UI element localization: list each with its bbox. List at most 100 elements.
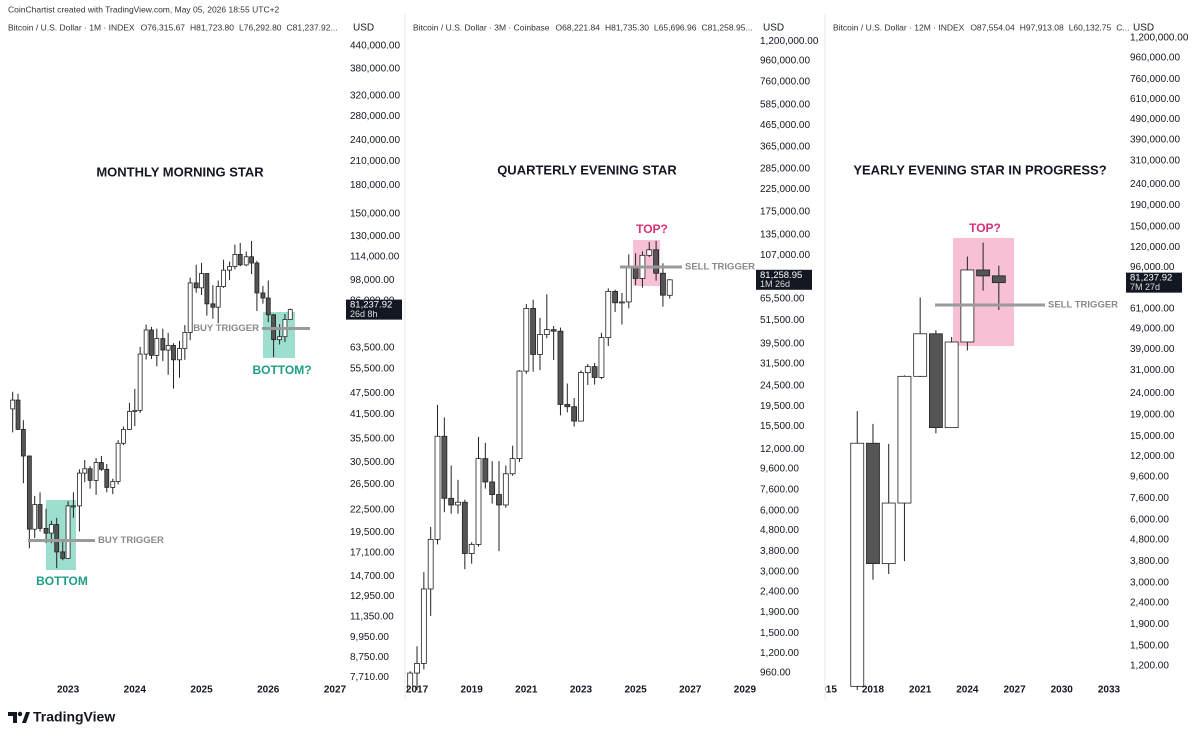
candle-body	[482, 458, 489, 483]
y-tick-label: 7,710.00	[350, 672, 389, 683]
x-tick-label: 2029	[734, 685, 757, 696]
y-tick-label: 65,500.00	[760, 294, 805, 305]
y-tick-label: 41,500.00	[350, 409, 395, 420]
y-tick-label: 8,750.00	[350, 652, 389, 663]
candle-body	[619, 301, 625, 304]
candle-body	[77, 472, 82, 507]
candle-body	[598, 337, 605, 378]
x-tick-label: 2033	[1098, 685, 1121, 696]
box-label: TOP?	[969, 221, 1001, 235]
candle-body	[913, 333, 928, 377]
x-tick-label: 2025	[624, 685, 647, 696]
y-tick-label: 96,000.00	[1130, 262, 1175, 273]
candle-body	[584, 366, 591, 374]
ohlc-label: L65,696.96	[654, 22, 697, 32]
y-tick-label: 320,000.00	[350, 90, 400, 101]
candle-body	[127, 411, 132, 430]
candle-body	[99, 462, 104, 470]
candle-body	[87, 468, 93, 481]
x-tick-label: 2026	[257, 685, 280, 696]
y-tick-label: 285,000.00	[760, 163, 810, 174]
candle-body	[37, 504, 43, 529]
candle-body	[104, 468, 110, 488]
symbol-label: Bitcoin / U.S. Dollar · 1M · INDEX	[8, 22, 135, 32]
y-tick-label: 1,200.00	[760, 648, 799, 659]
chart-panel	[407, 240, 673, 690]
candle-body	[60, 551, 66, 559]
candle-body	[929, 333, 943, 429]
y-tick-label: 225,000.00	[760, 184, 810, 195]
box-label: BOTTOM?	[252, 363, 311, 377]
y-tick-label: 960,000.00	[760, 56, 810, 67]
candle-body	[420, 588, 427, 664]
y-tick-label: 365,000.00	[760, 141, 810, 152]
brand: TradingView	[33, 709, 115, 725]
ohlc-label: O76,315.67	[141, 22, 186, 32]
chart-title: QUARTERLY EVENING STAR	[497, 162, 677, 177]
y-tick-label: 130,000.00	[350, 231, 400, 242]
y-tick-label: 465,000.00	[760, 120, 810, 131]
y-tick-label: 4,800.00	[1130, 535, 1169, 546]
y-tick-label: 3,000.00	[1130, 577, 1169, 588]
candle-body	[110, 481, 116, 488]
candle-body	[137, 353, 143, 411]
y-tick-label: 1,900.00	[1130, 619, 1169, 630]
currency-label: USD	[353, 23, 374, 34]
candle-body	[564, 404, 571, 408]
y-tick-label: 390,000.00	[1130, 135, 1180, 146]
candle-body	[489, 481, 496, 495]
ohlc-label: H81,723.80	[190, 22, 234, 32]
candle-body	[182, 332, 188, 349]
candle-body	[65, 505, 71, 559]
candle-body	[461, 501, 468, 554]
candle-body	[991, 275, 1006, 284]
candle-body	[414, 663, 420, 674]
y-tick-label: 585,000.00	[760, 100, 810, 111]
box-label: TOP?	[636, 222, 668, 236]
candle-body	[468, 544, 475, 554]
y-tick-label: 6,000.00	[1130, 514, 1169, 525]
trigger-label: BUY TRIGGER	[98, 535, 164, 546]
y-tick-label: 760,000.00	[1130, 74, 1180, 85]
y-tick-label: 175,000.00	[760, 206, 810, 217]
y-tick-label: 280,000.00	[350, 111, 400, 122]
y-tick-label: 2,400.00	[1130, 598, 1169, 609]
candle-body	[571, 406, 578, 422]
candle-body	[897, 375, 912, 504]
candle-body	[232, 254, 238, 267]
chart-title: MONTHLY MORNING STAR	[96, 164, 264, 179]
candle-body	[121, 429, 126, 444]
last-price-label: 81,237.92	[350, 300, 392, 311]
ohlc-label: C81,258.95...	[701, 22, 752, 32]
y-tick-label: 14,700.00	[350, 571, 395, 582]
last-price-box	[1126, 272, 1182, 293]
candle-body	[149, 329, 154, 356]
candle-body	[509, 458, 516, 475]
candle-body	[193, 282, 199, 289]
y-tick-label: 6,000.00	[760, 505, 799, 516]
y-tick-label: 490,000.00	[1130, 114, 1180, 125]
y-tick-label: 30,500.00	[350, 457, 395, 468]
candle-body	[26, 455, 32, 530]
candle-body	[496, 494, 502, 506]
candle-body	[502, 473, 509, 506]
y-tick-label: 380,000.00	[350, 63, 400, 74]
highlight-box	[46, 500, 76, 570]
candle-body	[143, 329, 149, 355]
y-tick-label: 12,000.00	[1130, 451, 1175, 462]
y-tick-label: 1,200.00	[1130, 661, 1169, 672]
y-tick-label: 55,500.00	[350, 364, 395, 375]
candle-body	[254, 262, 260, 294]
trigger-label: BUY TRIGGER	[193, 323, 259, 334]
x-tick-label: 2024	[956, 685, 979, 696]
trigger-label: SELL TRIGGER	[1048, 300, 1118, 311]
y-tick-label: 24,500.00	[760, 381, 805, 392]
x-axis: 2015 2018 2021 2024 2027 2030 2033	[825, 685, 1121, 696]
candle-body	[881, 502, 896, 565]
candle-body	[132, 409, 138, 412]
chart-title: YEARLY EVENING STAR IN PROGRESS?	[853, 162, 1106, 177]
candle-body	[204, 273, 210, 305]
countdown-label: 1M 26d	[760, 279, 790, 289]
candle-body	[93, 462, 99, 481]
y-tick-label: 19,000.00	[1130, 409, 1175, 420]
